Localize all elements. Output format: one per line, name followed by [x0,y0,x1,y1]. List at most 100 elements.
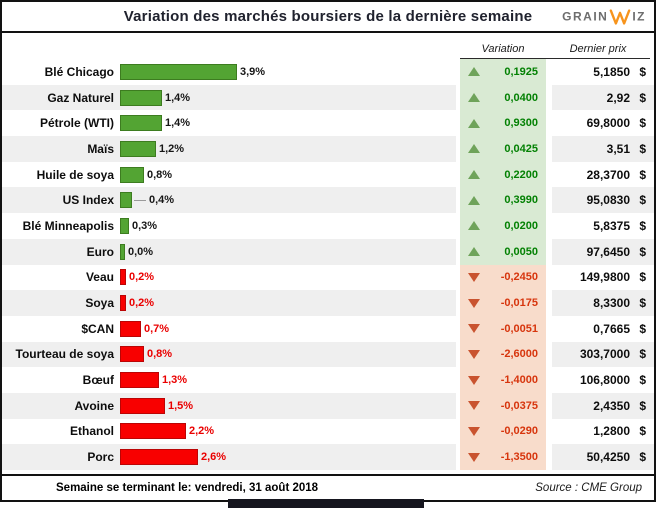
variation-cell: 0,1925 [460,59,546,85]
bar [120,423,186,440]
bar-cell: 1,3% [120,367,456,393]
bar [120,346,144,363]
table-row: $CAN 0,7% -0,0051 0,7665 $ [2,315,654,342]
column-header-variation: Variation [481,43,525,55]
variation-value: 0,0050 [504,245,538,258]
table-row: US Index 0,4% 0,3990 95,0830 $ [2,187,654,214]
row-label: Bœuf [82,373,114,388]
currency-symbol: $ [639,296,646,311]
bar-value-label: 1,4% [165,117,191,130]
bar-value-label: 1,5% [168,399,194,412]
row-label: Huile de soya [36,167,114,182]
currency-symbol: $ [639,347,646,362]
bar-value-label: 0,7% [144,322,170,335]
bar-value-label: 1,3% [162,374,188,387]
variation-cell: -0,0290 [460,418,546,445]
row-label: Tourteau de soya [2,341,120,368]
currency-symbol: $ [639,141,646,156]
logo-w-icon [609,8,631,25]
row-label: $CAN [81,321,114,336]
logo-grain-text: GRAIN [562,9,609,24]
table-row: Avoine 1,5% -0,0375 2,4350 $ [2,392,654,419]
bar [120,320,141,337]
price-value: 2,4350 [593,398,630,413]
row-label: Blé Minneapolis [22,218,114,233]
table-row: Soya 0,2% -0,0175 8,3300 $ [2,290,654,316]
down-triangle-icon [468,426,480,436]
row-label: Porc [2,444,120,470]
variation-value: -0,2450 [500,271,538,284]
logo-iz-text: IZ [632,9,646,24]
currency-symbol: $ [639,450,646,465]
price-cell: 5,1850 $ [552,59,654,85]
variation-value: -0,0051 [500,322,538,335]
table-row: Blé Minneapolis 0,3% 0,0200 5,8375 $ [2,213,654,239]
down-triangle-icon [468,298,480,308]
table-row: Tourteau de soya 0,8% -2,6000 303,7000 $ [2,341,654,368]
bar [120,449,198,466]
variation-value: -0,0290 [500,425,538,438]
header-columns: Variation Dernier prix [460,43,650,59]
currency-symbol: $ [639,270,646,285]
variation-cell: -1,3500 [460,444,546,470]
page-title: Variation des marchés boursiers de la de… [123,8,533,25]
variation-cell: 0,0400 [460,84,546,111]
footer: Semaine se terminant le: vendredi, 31 ao… [2,474,654,500]
price-value: 303,7000 [579,347,630,362]
bar-cell: 0,8% [120,341,456,368]
row-label: Veau [85,270,114,285]
bar-value-label: 0,0% [128,245,154,258]
variation-cell: -2,6000 [460,341,546,368]
leader-line [134,199,146,201]
bar [120,192,132,209]
bar-value-label: 0,8% [147,168,173,181]
row-label: Pétrole (WTI) [40,116,114,131]
price-value: 3,51 [606,141,630,156]
bar-value-label: 0,4% [149,194,175,207]
up-triangle-icon [468,221,480,231]
bar-cell: 1,5% [120,392,456,419]
bottom-edge-bar [228,499,424,508]
currency-symbol: $ [639,244,646,259]
table-row: Porc 2,6% -1,3500 50,4250 $ [2,444,654,470]
bar-value-label: 0,3% [132,219,158,232]
up-triangle-icon [468,67,480,77]
price-cell: 2,92 $ [552,84,654,111]
table-row: Pétrole (WTI) 1,4% 0,9300 69,8000 $ [2,110,654,137]
currency-symbol: $ [639,398,646,413]
price-cell: 28,3700 $ [552,162,654,188]
variation-value: 0,0425 [504,142,538,155]
bar-cell: 0,0% [120,238,456,265]
variation-cell: 0,2200 [460,161,546,188]
up-triangle-icon [468,195,480,205]
rows-container: Blé Chicago 3,9% 0,1925 5,1850 $ Gaz Nat… [2,59,654,474]
variation-value: 0,0200 [504,219,538,232]
up-triangle-icon [468,144,480,154]
grainwiz-logo: GRAIN IZ [562,8,646,25]
table-row: Ethanol 2,2% -0,0290 1,2800 $ [2,418,654,445]
variation-cell: -0,0375 [460,392,546,419]
variation-cell: -1,4000 [460,367,546,393]
price-value: 95,0830 [586,193,630,208]
currency-symbol: $ [639,424,646,439]
currency-symbol: $ [639,373,646,388]
price-cell: 149,9800 $ [552,265,654,291]
down-triangle-icon [468,349,480,359]
price-value: 149,9800 [579,270,630,285]
currency-symbol: $ [639,64,646,79]
currency-symbol: $ [639,218,646,233]
variation-value: 0,9300 [504,117,538,130]
row-label: Ethanol [70,424,114,439]
column-headers: Variation Dernier prix [2,33,654,59]
bar-cell: 0,4% [120,187,456,214]
bar [120,140,156,157]
currency-symbol: $ [639,193,646,208]
variation-cell: -0,0175 [460,290,546,316]
down-triangle-icon [468,452,480,462]
table-row: Gaz Naturel 1,4% 0,0400 2,92 $ [2,84,654,111]
up-triangle-icon [468,170,480,180]
variation-value: 0,2200 [504,168,538,181]
price-cell: 3,51 $ [552,136,654,162]
